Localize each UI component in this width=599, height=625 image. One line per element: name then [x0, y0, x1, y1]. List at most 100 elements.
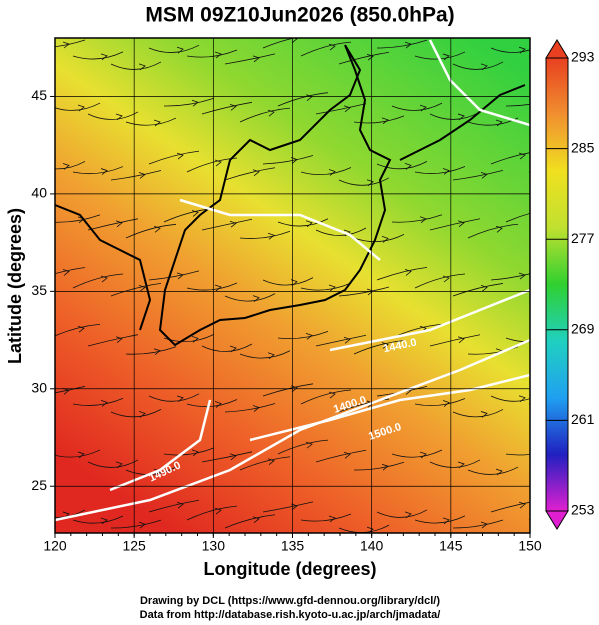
streamline [467, 466, 519, 475]
arrow-head [572, 346, 578, 352]
arrow-head [229, 453, 237, 461]
arrow-head [290, 157, 298, 164]
streamline [148, 44, 200, 53]
y-tick-label: 40 [31, 185, 47, 201]
arrow-head [328, 284, 336, 292]
arrow-head [381, 463, 389, 471]
arrow-head [115, 220, 123, 228]
arrow-head [366, 526, 374, 533]
arrow-head [343, 336, 351, 344]
arrow-head [328, 515, 336, 523]
colorbar-top [545, 39, 569, 59]
arrow-head [480, 63, 488, 71]
footer-line: Drawing by DCL (https://www.gfd-dennou.o… [140, 595, 440, 607]
streamline [148, 499, 200, 513]
streamline [376, 266, 428, 281]
streamline [391, 214, 443, 223]
arrow-head [534, 210, 540, 216]
arrow-head [267, 109, 275, 117]
streamline [72, 398, 124, 406]
arrow-head [572, 454, 578, 460]
arrow-head [290, 279, 298, 286]
arrow-head [381, 236, 389, 243]
arrow-head [480, 285, 488, 292]
arrow-head [100, 400, 108, 407]
y-tick-label: 45 [31, 87, 47, 103]
arrow-head [176, 272, 184, 280]
arrow-head [381, 117, 389, 125]
arrow-head [191, 335, 199, 343]
streamline [148, 393, 200, 402]
colorbar-label: 293 [571, 49, 595, 65]
arrow-head [214, 159, 222, 167]
streamline [186, 505, 238, 521]
arrow-head [115, 113, 123, 121]
streamline [55, 214, 101, 223]
streamline [315, 227, 367, 236]
arrow-head [457, 113, 465, 121]
arrow-head [252, 55, 260, 63]
streamline [55, 102, 101, 111]
arrow-head [191, 99, 199, 107]
x-tick-label: 140 [360, 538, 384, 554]
streamline [300, 513, 352, 522]
streamline [315, 103, 367, 115]
arrow-head [442, 275, 450, 283]
colorbar-label: 277 [571, 230, 595, 246]
arrow-head [62, 41, 70, 49]
streamline [414, 515, 466, 524]
streamline [125, 346, 177, 355]
arrow-head [290, 385, 298, 393]
arrow-head [442, 53, 450, 61]
streamline [110, 282, 162, 297]
streamline [490, 395, 530, 402]
arrow-head [229, 345, 237, 353]
arrow-head [572, 221, 578, 227]
arrow-head [366, 288, 374, 296]
arrow-head [252, 169, 260, 177]
colorbar-bottom [545, 510, 569, 530]
arrow-head [457, 220, 465, 228]
arrow-head [138, 63, 146, 71]
streamline [186, 49, 238, 58]
streamline [353, 115, 405, 124]
streamline [224, 53, 276, 65]
arrow-head [534, 100, 540, 106]
streamline [262, 155, 314, 165]
arrow-head [534, 450, 540, 456]
streamline [429, 459, 481, 468]
arrow-head [267, 458, 275, 466]
streamline [163, 97, 215, 107]
arrow-head [153, 119, 161, 127]
arrow-head [115, 336, 123, 344]
streamline [239, 456, 291, 471]
arrow-head [366, 53, 374, 61]
streamline [452, 409, 504, 418]
streamline [55, 449, 101, 458]
x-tick-label: 150 [518, 538, 542, 554]
arrow-head [495, 225, 503, 233]
streamline [353, 340, 405, 355]
streamline [452, 519, 504, 529]
arrow-head [214, 284, 222, 292]
streamline [262, 38, 296, 49]
streamline [452, 61, 504, 70]
arrow-head [290, 503, 298, 511]
streamline [55, 267, 86, 275]
arrow-head [214, 507, 222, 515]
arrow-head [138, 521, 146, 529]
arrow-head [77, 325, 85, 333]
streamline [72, 166, 124, 175]
streamline [376, 39, 428, 49]
arrow-head [191, 210, 199, 217]
arrow-head [100, 168, 108, 175]
colorbar-label: 269 [571, 321, 595, 337]
arrow-head [305, 220, 313, 228]
streamline [353, 461, 405, 471]
arrow-head [419, 451, 427, 459]
arrow-head [518, 501, 526, 509]
arrow-head [457, 461, 465, 469]
streamline [338, 398, 390, 413]
streamline [201, 451, 253, 463]
arrow-head [343, 451, 351, 459]
